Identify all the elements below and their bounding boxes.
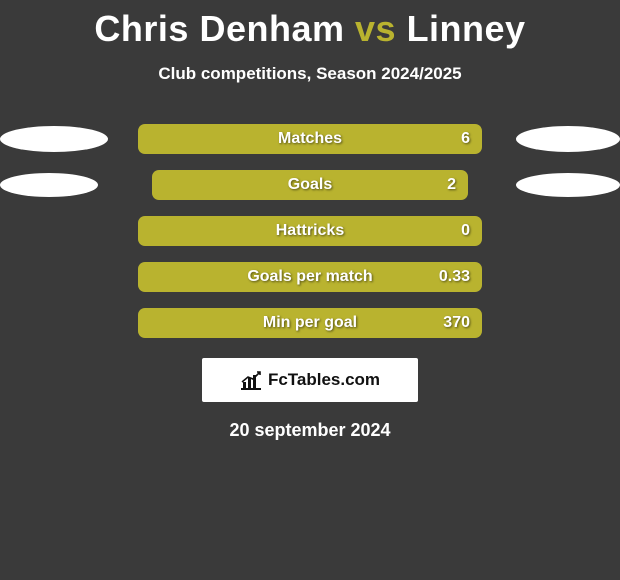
stat-row: Hattricks0 — [0, 216, 620, 246]
stat-bar-fill — [138, 216, 482, 246]
stat-row: Goals2 — [0, 170, 620, 200]
player1-name: Chris Denham — [94, 8, 344, 49]
stat-bar: Goals2 — [152, 170, 468, 200]
vs-text: vs — [355, 8, 396, 49]
page-title: Chris Denham vs Linney — [0, 0, 620, 50]
player2-name: Linney — [407, 8, 526, 49]
stat-row: Matches6 — [0, 124, 620, 154]
stat-bar-fill — [138, 124, 482, 154]
stat-row: Goals per match0.33 — [0, 262, 620, 292]
chart-icon — [240, 370, 262, 390]
stats-rows: Matches6 Goals2 Hattricks0 Goals per match0… — [0, 124, 620, 338]
stat-bar: Matches6 — [138, 124, 482, 154]
comparison-infographic: Chris Denham vs Linney Club competitions… — [0, 0, 620, 580]
stat-bar: Min per goal370 — [138, 308, 482, 338]
stat-bar-fill — [138, 308, 482, 338]
source-badge-text: FcTables.com — [268, 370, 380, 390]
player2-oval — [516, 126, 620, 152]
stat-bar-fill — [138, 262, 482, 292]
stat-bar: Hattricks0 — [138, 216, 482, 246]
source-badge: FcTables.com — [202, 358, 418, 402]
date-text: 20 september 2024 — [0, 420, 620, 441]
player1-oval — [0, 126, 108, 152]
subtitle: Club competitions, Season 2024/2025 — [0, 64, 620, 84]
player2-oval — [516, 173, 620, 197]
stat-bar: Goals per match0.33 — [138, 262, 482, 292]
player1-oval — [0, 173, 98, 197]
stat-row: Min per goal370 — [0, 308, 620, 338]
stat-bar-fill — [152, 170, 468, 200]
